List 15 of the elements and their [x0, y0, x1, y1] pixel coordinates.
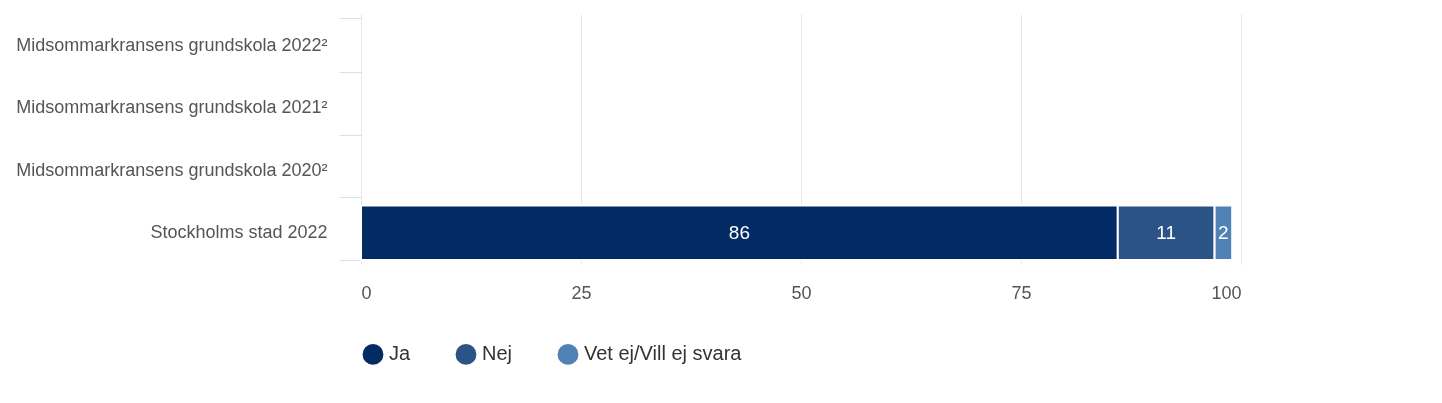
x-tick-label: 25 — [571, 282, 592, 303]
y-tick-label: Stockholms stad 2022 — [150, 222, 328, 243]
data-label: 86 — [728, 221, 750, 243]
x-tick-label: 75 — [1011, 282, 1032, 303]
data-label: 11 — [1156, 221, 1177, 243]
y-tick-label: Midsommarkransens grundskola 2022² — [16, 34, 328, 55]
x-tick-label: 100 — [1211, 282, 1242, 303]
data-label: 2 — [1218, 221, 1229, 243]
legend-label: Ja — [389, 342, 411, 365]
x-tick-label: 50 — [791, 282, 812, 303]
x-tick-label: 0 — [361, 282, 372, 303]
legend-label: Vet ej/Vill ej svara — [584, 342, 743, 365]
y-tick-label: Midsommarkransens grundskola 2020² — [16, 159, 328, 180]
y-tick-label: Midsommarkransens grundskola 2021² — [16, 97, 328, 118]
legend-label: Nej — [482, 342, 513, 365]
